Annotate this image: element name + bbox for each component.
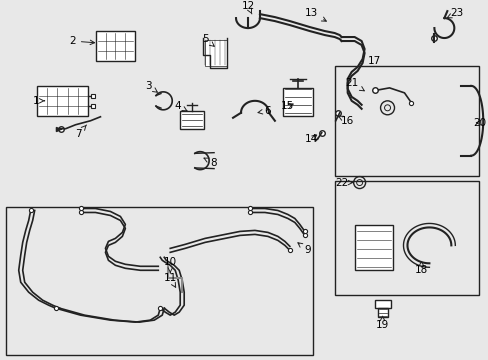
Polygon shape <box>96 31 135 61</box>
Bar <box>334 181 478 295</box>
Text: 22: 22 <box>334 177 352 188</box>
Text: 23: 23 <box>447 8 463 18</box>
Bar <box>374 300 390 308</box>
Text: 19: 19 <box>375 316 388 330</box>
Text: 6: 6 <box>258 106 271 116</box>
Text: 12: 12 <box>241 1 254 14</box>
Text: 11: 11 <box>163 273 177 287</box>
Text: 16: 16 <box>338 116 354 126</box>
Text: 8: 8 <box>203 158 216 168</box>
Text: 13: 13 <box>305 8 325 21</box>
Bar <box>37 86 88 116</box>
Text: 1: 1 <box>32 96 44 106</box>
Bar <box>180 111 203 129</box>
Text: 2: 2 <box>69 36 94 46</box>
Bar <box>377 308 387 317</box>
Text: 17: 17 <box>367 56 381 66</box>
Text: 14: 14 <box>305 134 318 144</box>
Bar <box>204 40 226 66</box>
Bar <box>354 225 392 270</box>
Text: 9: 9 <box>297 243 310 255</box>
Bar <box>6 207 312 355</box>
Text: 21: 21 <box>345 78 364 91</box>
Text: 18: 18 <box>414 261 427 275</box>
Text: 7: 7 <box>75 125 86 139</box>
Text: 15: 15 <box>281 101 294 111</box>
Text: 5: 5 <box>202 34 214 46</box>
Text: 4: 4 <box>175 101 186 111</box>
Text: 10: 10 <box>163 257 177 273</box>
Text: 3: 3 <box>145 81 157 92</box>
Bar <box>334 66 478 176</box>
Text: 20: 20 <box>473 118 486 128</box>
Bar <box>282 88 312 116</box>
